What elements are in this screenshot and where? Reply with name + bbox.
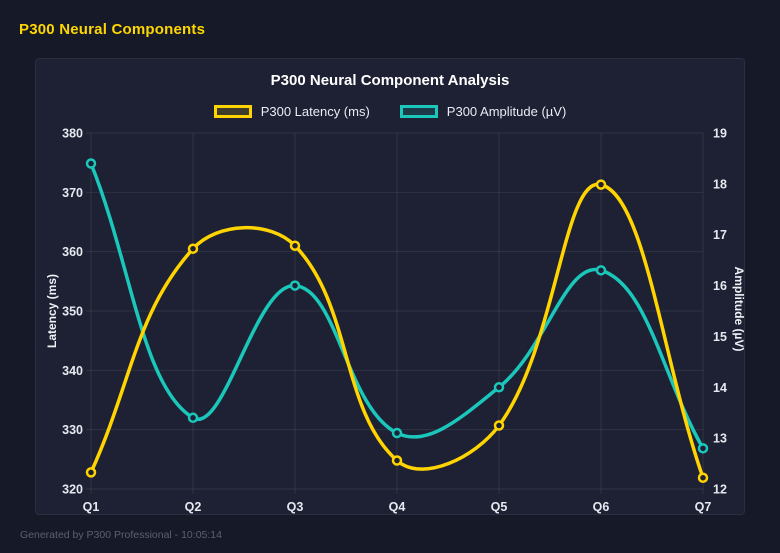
x-axis-ticks: Q1 Q2 Q3 Q4 Q5 Q6 Q7 <box>83 500 712 514</box>
data-point <box>391 427 403 439</box>
right-tick-label: 12 <box>713 483 727 497</box>
data-point <box>85 467 97 478</box>
data-point <box>289 280 301 291</box>
legend-swatch-latency <box>213 105 252 118</box>
x-tick-label: Q5 <box>491 500 508 514</box>
data-point <box>595 179 607 190</box>
x-tick-label: Q3 <box>287 500 304 514</box>
data-point <box>187 243 199 254</box>
x-tick-label: Q1 <box>83 500 100 514</box>
x-tick-label: Q6 <box>593 500 610 514</box>
data-point <box>493 382 505 393</box>
data-point <box>697 443 709 454</box>
left-tick-label: 350 <box>62 305 83 319</box>
left-tick-label: 340 <box>62 364 83 378</box>
data-point <box>493 420 505 431</box>
chart-legend: P300 Latency (ms) P300 Amplitude (µV) <box>36 104 744 119</box>
right-tick-label: 19 <box>713 127 727 141</box>
chart-card: P300 Neural Component Analysis P300 Late… <box>35 58 746 515</box>
page-title: P300 Neural Components <box>19 21 206 38</box>
legend-item-amplitude[interactable]: P300 Amplitude (µV) <box>399 104 567 119</box>
legend-item-latency[interactable]: P300 Latency (ms) <box>213 104 370 119</box>
legend-label-latency: P300 Latency (ms) <box>260 104 370 119</box>
left-tick-label: 380 <box>62 127 83 141</box>
right-tick-label: 15 <box>713 330 727 344</box>
series-left <box>85 179 709 483</box>
data-point <box>391 455 403 466</box>
legend-label-amplitude: P300 Amplitude (µV) <box>446 104 567 119</box>
left-tick-label: 320 <box>62 483 83 497</box>
series-right <box>85 158 709 454</box>
left-axis-ticks: 320 330 340 350 360 370 380 <box>62 127 83 497</box>
left-tick-label: 330 <box>62 423 83 437</box>
right-tick-label: 16 <box>713 279 727 293</box>
data-point <box>697 472 709 483</box>
chart-title: P300 Neural Component Analysis <box>270 72 510 89</box>
gridlines <box>86 132 704 494</box>
left-tick-label: 370 <box>62 186 83 200</box>
right-tick-label: 17 <box>713 228 727 242</box>
x-tick-label: Q2 <box>185 500 202 514</box>
x-tick-label: Q4 <box>389 500 406 514</box>
data-point <box>289 240 301 251</box>
data-point <box>85 158 97 169</box>
footer-text: Generated by P300 Professional - 10:05:1… <box>20 529 222 541</box>
right-axis-ticks: 12 13 14 15 16 17 18 19 <box>713 127 727 497</box>
data-point <box>187 412 199 424</box>
x-tick-label: Q7 <box>695 500 712 514</box>
right-tick-label: 13 <box>713 432 727 446</box>
legend-swatch-amplitude <box>399 105 438 118</box>
right-tick-label: 18 <box>713 177 727 191</box>
left-tick-label: 360 <box>62 245 83 259</box>
data-point <box>595 265 607 276</box>
right-tick-label: 14 <box>713 381 727 395</box>
